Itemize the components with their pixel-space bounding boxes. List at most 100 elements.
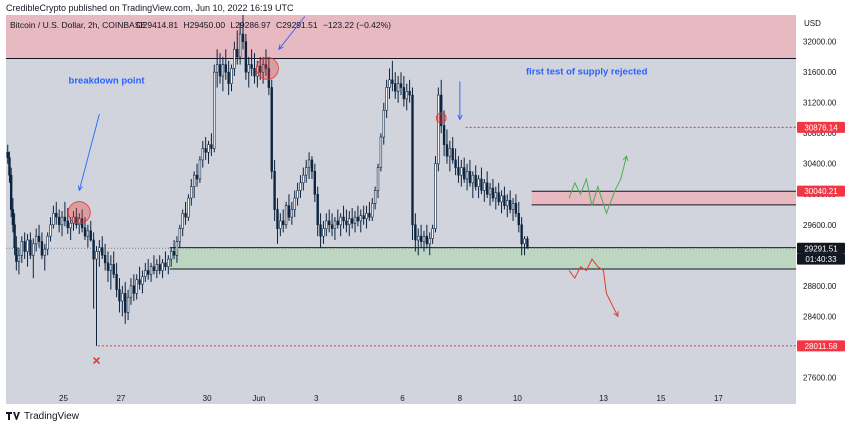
candle-body-156: [448, 148, 452, 157]
candle-body-113: [325, 220, 328, 229]
bearish-scenario: [568, 258, 619, 317]
annotation-0: breakdown point: [69, 76, 146, 87]
footer: TradingView: [6, 411, 79, 422]
candle-body-158: [454, 159, 457, 168]
candle-body-23: [66, 220, 69, 229]
candle-body-157: [451, 148, 454, 161]
candle-body-75: [215, 64, 219, 73]
ohlc-change: −123.22 (−0.42%): [323, 20, 391, 30]
price-label-2: 29291.51: [804, 244, 838, 253]
candle-body-137: [394, 83, 397, 92]
candle-body-105: [302, 174, 305, 184]
candle-body-106: [305, 167, 308, 176]
candle-body-91: [261, 64, 265, 73]
price-axis-panel[interactable]: [796, 15, 850, 404]
candle-body-143: [411, 94, 414, 226]
candle-body-97: [279, 220, 282, 229]
candle-body-164: [471, 174, 475, 184]
y-tick-label: 28800.00: [803, 282, 837, 291]
candle-body-133: [382, 110, 385, 138]
candle-body-108: [310, 159, 314, 172]
candle-body-62: [178, 228, 181, 242]
candle-body-11: [32, 243, 35, 256]
candle-body-86: [247, 64, 250, 73]
x-tick-label: 10: [513, 394, 522, 403]
candle-body-77: [221, 64, 225, 77]
candle-body-112: [322, 228, 325, 237]
price-chart[interactable]: breakdown point first test of supply reje…: [0, 0, 850, 405]
candle-body-100: [287, 205, 291, 218]
candle-body-67: [192, 174, 196, 187]
candle-body-2: [9, 174, 13, 210]
candle-body-17: [49, 224, 52, 237]
candle-body-172: [494, 192, 497, 199]
candle-body-19: [55, 213, 58, 218]
candle-body-41: [118, 289, 121, 302]
ohlc-low-label: L: [230, 20, 235, 30]
rejection-arrow-head: [457, 114, 463, 121]
candle-body-18: [52, 213, 55, 226]
price-label-0: 30876.14: [804, 123, 838, 132]
ohlc-open-label: O: [136, 20, 143, 30]
candle-body-144: [414, 224, 417, 241]
annotation-1: first test of supply rejected: [526, 66, 648, 77]
candle-body-98: [282, 220, 285, 226]
candle-body-15: [43, 248, 46, 256]
candle-body-115: [330, 224, 334, 229]
candle-body-24: [69, 222, 72, 229]
candles-layer: [6, 15, 529, 346]
candle-body-179: [514, 203, 518, 214]
candle-body-30: [86, 230, 90, 237]
candle-body-93: [267, 68, 271, 88]
candle-body-66: [190, 186, 193, 199]
price-label-bg-2: [797, 242, 845, 254]
candle-body-71: [204, 148, 207, 153]
candle-body-167: [480, 178, 483, 191]
candle-body-21: [60, 216, 64, 226]
candle-body-134: [385, 87, 388, 111]
low-x-mark-b: [92, 356, 101, 365]
candle-body-104: [299, 182, 302, 191]
candle-body-35: [101, 247, 104, 256]
candle-body-3: [11, 209, 15, 226]
candle-body-96: [276, 209, 279, 229]
breakdown-arrow: [78, 114, 100, 191]
footer-brand[interactable]: TradingView: [24, 411, 80, 422]
candle-body-120: [345, 220, 348, 226]
ohlc-readout: O29414.81 H29450.00 L29286.97 C29291.51 …: [136, 20, 391, 30]
candle-body-80: [230, 68, 233, 84]
candle-body-37: [106, 262, 110, 271]
candle-body-124: [356, 216, 360, 222]
x-tick-label: 6: [400, 394, 405, 403]
price-labels: 30876.14 30040.21 29291.51 01:40:33 28011.58: [797, 121, 845, 352]
supply-test-circle-marker: [256, 56, 279, 80]
candle-body-25: [72, 216, 75, 224]
candle-body-101: [290, 209, 294, 218]
supply-zone-top: [6, 15, 796, 59]
candle-body-50: [144, 270, 147, 277]
candle-body-20: [57, 216, 61, 226]
candle-body-1: [8, 157, 11, 176]
candle-body-38: [109, 264, 113, 271]
candle-body-95: [273, 171, 276, 210]
published-line: CredibleCrypto published on TradingView.…: [6, 3, 294, 13]
candle-body-174: [500, 195, 503, 203]
candle-body-175: [503, 195, 506, 206]
candle-body-59: [169, 251, 173, 260]
x-tick-label: 13: [599, 394, 608, 403]
candle-body-26: [75, 216, 78, 226]
candle-body-168: [483, 182, 486, 191]
x-tick-label: Jun: [252, 394, 265, 403]
candle-body-57: [164, 262, 167, 268]
candle-body-131: [376, 167, 380, 191]
candle-body-176: [506, 200, 509, 206]
x-tick-label: 15: [657, 394, 666, 403]
candle-body-79: [227, 71, 230, 84]
candle-body-61: [175, 241, 179, 256]
candle-body-138: [396, 83, 400, 92]
candle-body-128: [368, 213, 371, 218]
candle-body-87: [250, 64, 253, 69]
candle-body-152: [437, 94, 440, 165]
price-label-bg-4: [797, 340, 845, 352]
ohlc-high-label: H: [183, 20, 189, 30]
